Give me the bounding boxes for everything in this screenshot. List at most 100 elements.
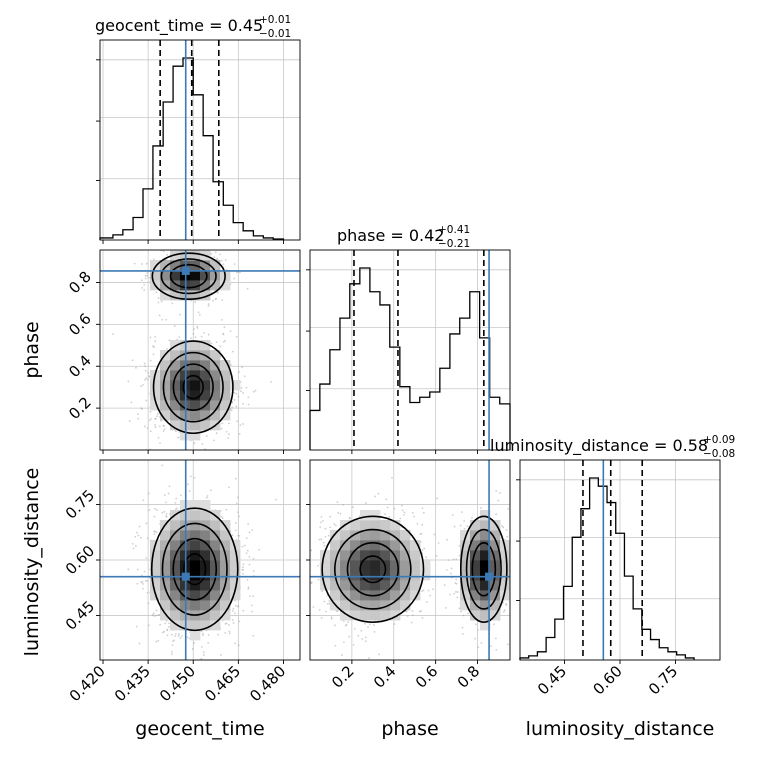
density-bin: [200, 280, 211, 291]
sample-point: [312, 606, 315, 608]
sample-point: [163, 428, 166, 431]
density-bin: [210, 530, 221, 541]
density-bin: [340, 530, 351, 541]
sample-point: [224, 339, 226, 342]
sample-point: [142, 582, 144, 585]
sample-point: [194, 301, 196, 304]
sample-point: [182, 246, 184, 248]
density-bin: [150, 260, 161, 271]
sample-point: [495, 648, 498, 651]
density-bin: [150, 570, 161, 581]
sample-point: [145, 399, 148, 402]
sample-point: [252, 390, 255, 393]
sample-point: [372, 624, 375, 626]
density-bin: [400, 550, 411, 561]
sample-point: [144, 580, 147, 582]
density-bin: [350, 550, 361, 561]
sample-point: [505, 529, 508, 531]
sample-point: [235, 405, 238, 408]
density-bin: [190, 540, 201, 551]
density-bin: [160, 380, 171, 391]
density-bin: [330, 590, 341, 601]
sample-point: [153, 515, 156, 518]
density-bin: [160, 400, 171, 411]
sample-point: [166, 348, 168, 350]
density-bin: [330, 580, 341, 591]
density-bin: [370, 600, 381, 611]
sample-point: [378, 653, 380, 656]
sample-point: [177, 634, 180, 637]
sample-point: [377, 492, 380, 495]
sample-point: [385, 498, 388, 501]
sample-point: [246, 287, 249, 290]
density-bin: [200, 410, 211, 421]
xtick-label-phase-3: 0.8: [454, 662, 484, 692]
sample-point: [238, 271, 241, 274]
density-bin: [480, 520, 491, 531]
density-bin: [160, 570, 171, 581]
sample-point: [342, 641, 345, 644]
sample-point: [242, 566, 244, 569]
sample-point: [402, 514, 405, 516]
sample-point: [463, 527, 466, 530]
sample-point: [172, 640, 174, 643]
density-bin: [200, 620, 211, 631]
sample-point: [323, 600, 326, 603]
density-bin: [220, 540, 231, 551]
sample-point: [154, 507, 156, 510]
density-bin: [230, 570, 241, 581]
density-bin: [370, 610, 381, 621]
density-bin: [360, 510, 371, 521]
density-bin: [370, 520, 381, 531]
sample-point: [310, 549, 313, 552]
sample-point: [222, 263, 225, 266]
title-luminosity-distance-minus: −0.08: [703, 448, 735, 460]
density-bin: [210, 620, 221, 631]
sample-point: [155, 291, 158, 294]
sample-point: [220, 654, 222, 656]
sample-point: [235, 456, 237, 458]
density-bin: [210, 560, 221, 571]
density-bin: [400, 540, 411, 551]
sample-point: [173, 325, 176, 327]
sample-point: [234, 529, 237, 532]
sample-point: [155, 531, 158, 534]
density-bin: [220, 280, 231, 291]
sample-point: [178, 633, 180, 635]
sample-point: [435, 554, 438, 557]
sample-point: [216, 257, 219, 260]
sample-point: [140, 407, 142, 410]
sample-point: [432, 588, 434, 591]
sample-point: [134, 545, 137, 547]
sample-point: [174, 633, 177, 635]
sample-point: [161, 318, 164, 321]
contour-1-3: [151, 252, 226, 301]
sample-point: [135, 625, 138, 628]
density-bin: [150, 560, 161, 571]
density-bin: [360, 540, 371, 551]
sample-point: [249, 595, 251, 598]
density-bin: [340, 540, 351, 551]
density-bin: [160, 260, 171, 271]
sample-point: [164, 622, 167, 625]
xlabel-luminosity-distance: luminosity_distance: [526, 718, 715, 740]
sample-point: [146, 579, 149, 582]
density-bin: [480, 540, 491, 551]
sample-point: [317, 564, 319, 567]
title-geocent-time: geocent_time = 0.45: [95, 16, 263, 36]
sample-point: [423, 547, 426, 550]
sample-point: [240, 386, 243, 389]
sample-point: [227, 624, 230, 626]
sample-point: [228, 422, 230, 425]
density-bin: [340, 570, 351, 581]
sample-point: [334, 644, 337, 647]
sample-point: [306, 509, 308, 511]
density-bin: [190, 250, 201, 261]
density-bin: [360, 600, 371, 611]
xtick-label-phase-1: 0.4: [370, 662, 400, 692]
sample-point: [275, 498, 278, 501]
density-bin: [200, 260, 211, 271]
sample-point: [323, 544, 326, 547]
density-bin: [200, 530, 211, 541]
sample-point: [477, 629, 479, 631]
